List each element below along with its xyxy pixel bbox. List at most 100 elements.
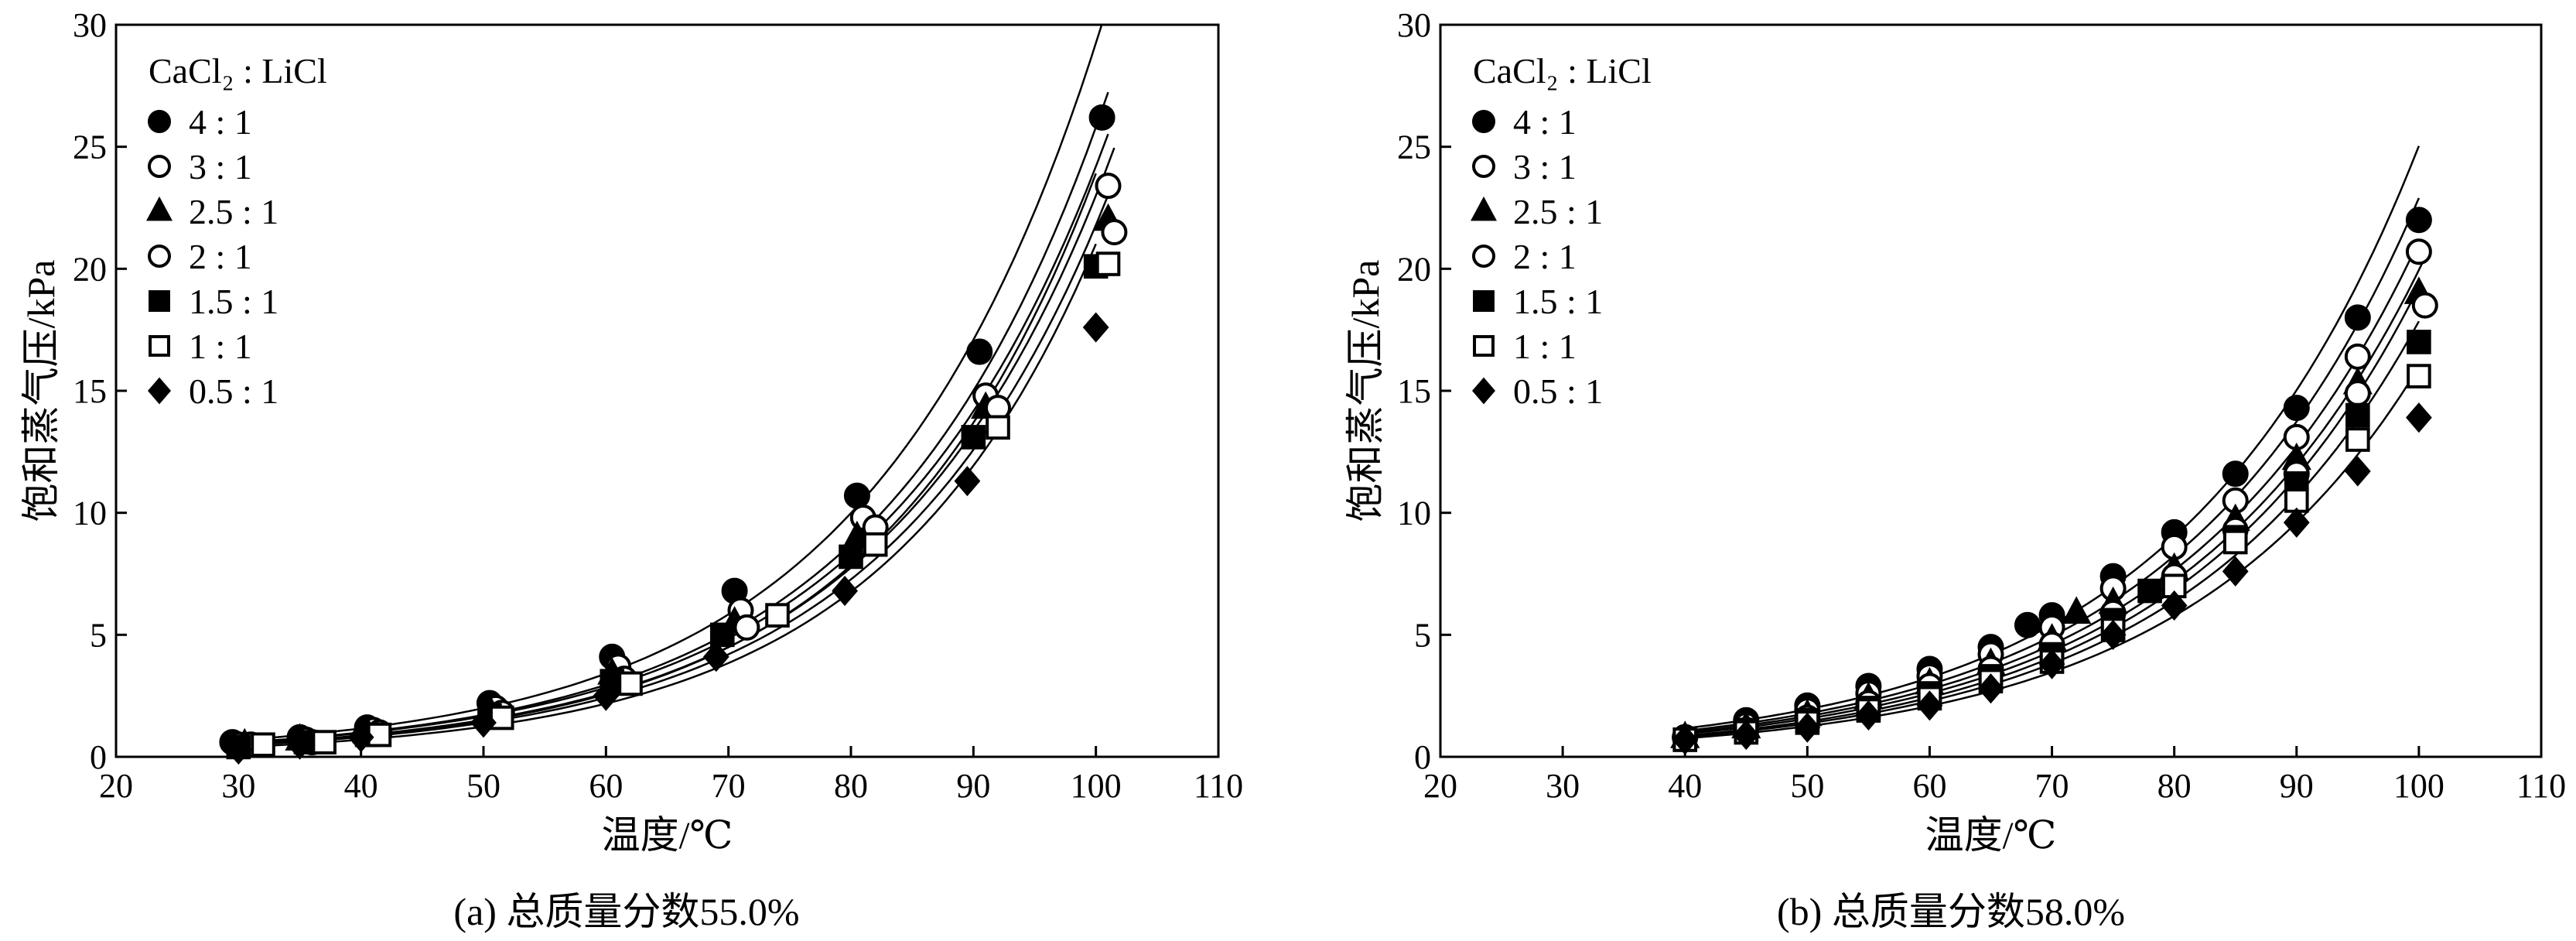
- chart-b-legend-label-2: 2.5 : 1: [1513, 192, 1603, 231]
- chart-a-point-s4: [839, 544, 863, 570]
- chart-b-legend-label-6: 0.5 : 1: [1513, 371, 1603, 411]
- chart-b-legend-marker-6: [1472, 377, 1495, 405]
- chart-a-point-s6: [1082, 312, 1109, 343]
- chart-a-y-tick-label: 0: [90, 738, 107, 776]
- chart-b-point-s6: [1672, 724, 1699, 755]
- chart-a-point-s6: [286, 729, 313, 760]
- chart-a: 20 30 40 50 60 70 80 90 100 110 0 5 10 15 20 25 30 温度/℃ 饱和…: [19, 6, 1243, 857]
- chart-b-y-tick-label: 30: [1397, 6, 1431, 44]
- chart-a-x-tick-label: 100: [1071, 767, 1122, 805]
- chart-b-legend-label-3: 2 : 1: [1513, 237, 1577, 276]
- chart-b-point-s6: [2405, 402, 2432, 433]
- chart-a-point-s5: [765, 603, 790, 628]
- chart-b-point-s6: [1977, 673, 2004, 704]
- chart-a-point-s4: [709, 622, 735, 648]
- chart-b-x-tick-label: 90: [2280, 767, 2314, 805]
- chart-b-point-s6: [2038, 648, 2065, 679]
- chart-a-point-s5: [251, 732, 275, 758]
- chart-a-x-tick-label: 70: [712, 767, 746, 805]
- chart-a-point-s6: [954, 466, 981, 497]
- chart-a-legend-label-5: 1 : 1: [189, 327, 252, 366]
- chart-b-x-tick-label: 30: [1546, 767, 1580, 805]
- chart-a-point-s5: [312, 730, 337, 755]
- chart-a-y-tick-label: 20: [73, 250, 107, 288]
- chart-b-point-s6: [1855, 700, 1882, 731]
- chart-b-point-s0: [2344, 304, 2371, 331]
- chart-a-point-s5: [1095, 252, 1121, 276]
- chart-a-fit-curve-5: [262, 194, 1109, 745]
- chart-a-y-tick-label: 30: [73, 6, 107, 44]
- chart-a-legend-marker-4: [149, 290, 170, 312]
- chart-b-x-tick-label: 40: [1668, 767, 1702, 805]
- chart-b-legend-marker-4: [1473, 290, 1495, 312]
- chart-b-point-s5: [2345, 427, 2370, 452]
- chart-a-x-tick-label: 50: [466, 767, 501, 805]
- chart-a-point-s3: [733, 614, 760, 641]
- chart-a-point-s6: [470, 707, 497, 738]
- chart-b-y-axis-title: 饱和蒸气压/kPa: [1344, 260, 1387, 522]
- chart-a-legend-label-4: 1.5 : 1: [189, 282, 278, 321]
- chart-a-point-s6: [702, 642, 729, 672]
- chart-b-legend-label-0: 4 : 1: [1513, 102, 1577, 142]
- chart-b-point-s2: [2062, 596, 2092, 624]
- chart-b-point-s6: [2161, 590, 2188, 621]
- chart-b-y-tick-label: 10: [1397, 494, 1431, 532]
- chart-a-legend-marker-5: [149, 335, 170, 357]
- chart-b-x-tick-label: 110: [2516, 767, 2566, 805]
- chart-a-point-s0: [843, 482, 870, 509]
- chart-b-point-s6: [2283, 507, 2310, 538]
- chart-b-x-tick-label: 70: [2035, 767, 2069, 805]
- chart-b-y-tick-label: 20: [1397, 250, 1431, 288]
- caption-a: (a) 总质量分数55.0%: [453, 890, 799, 933]
- chart-b-legend-title: CaCl₂ : LiCl: [1473, 51, 1652, 91]
- chart-b-fit-curve-6: [1685, 366, 2420, 740]
- chart-a-y-tick-label: 15: [73, 372, 107, 410]
- chart-b-x-tick-label: 60: [1912, 767, 1946, 805]
- chart-b-y-tick-label: 15: [1397, 372, 1431, 410]
- chart-b-x-tick-label: 80: [2157, 767, 2192, 805]
- chart-b-point-s4: [2137, 578, 2162, 604]
- chart-b-point-s4: [2407, 330, 2431, 354]
- chart-b-point-s0: [2014, 611, 2041, 638]
- chart-a-point-s4: [961, 425, 986, 450]
- chart-a-point-s5: [986, 415, 1010, 440]
- chart-b-point-s0: [2405, 207, 2432, 234]
- chart-b-legend-marker-3: [1472, 245, 1495, 268]
- chart-b-legend-label-1: 3 : 1: [1513, 147, 1577, 186]
- chart-a-y-tick-label: 25: [73, 128, 107, 166]
- chart-b-point-s1: [2344, 343, 2371, 370]
- chart-a-point-s0: [966, 338, 993, 365]
- chart-b-legend-label-5: 1 : 1: [1513, 327, 1577, 366]
- chart-a-legend-title: CaCl₂ : LiCl: [149, 51, 327, 91]
- chart-b-y-tick-label: 25: [1397, 128, 1431, 166]
- chart-b-y-tick-label: 5: [1414, 616, 1431, 654]
- chart-a-point-s6: [347, 722, 374, 753]
- chart-a-point-s0: [1088, 104, 1115, 131]
- chart-a-y-tick-label: 5: [90, 616, 107, 654]
- chart-b-point-s6: [1916, 690, 1943, 721]
- chart-b-x-tick-label: 20: [1423, 767, 1457, 805]
- chart-b-point-s6: [1733, 720, 1760, 751]
- chart-b-point-s6: [1794, 712, 1821, 743]
- chart-a-x-tick-label: 90: [956, 767, 990, 805]
- chart-a-legend-marker-3: [148, 245, 171, 268]
- chart-a-legend-label-3: 2 : 1: [189, 237, 252, 276]
- chart-a-x-tick-label: 30: [221, 767, 255, 805]
- chart-b-point-s0: [2283, 395, 2310, 422]
- chart-a-legend-label-6: 0.5 : 1: [189, 371, 278, 411]
- chart-a-y-axis-title: 饱和蒸气压/kPa: [19, 260, 63, 522]
- chart-a-x-tick-label: 60: [589, 767, 623, 805]
- chart-a-x-tick-label: 20: [99, 767, 133, 805]
- chart-b-point-s1: [2405, 238, 2432, 265]
- chart-b-point-s3: [2411, 292, 2438, 319]
- chart-a-point-s6: [225, 734, 252, 765]
- chart-a-x-axis-title: 温度/℃: [602, 813, 733, 857]
- chart-a-point-s5: [489, 705, 514, 731]
- chart-b-point-s3: [2344, 380, 2371, 407]
- chart-a-legend-label-2: 2.5 : 1: [189, 192, 278, 231]
- chart-b-point-s4: [2345, 402, 2370, 428]
- chart-b-legend-marker-0: [1472, 110, 1495, 133]
- chart-b-x-tick-label: 50: [1790, 767, 1824, 805]
- chart-a-legend-label-1: 3 : 1: [189, 147, 252, 186]
- chart-b-point-s5: [2407, 364, 2431, 388]
